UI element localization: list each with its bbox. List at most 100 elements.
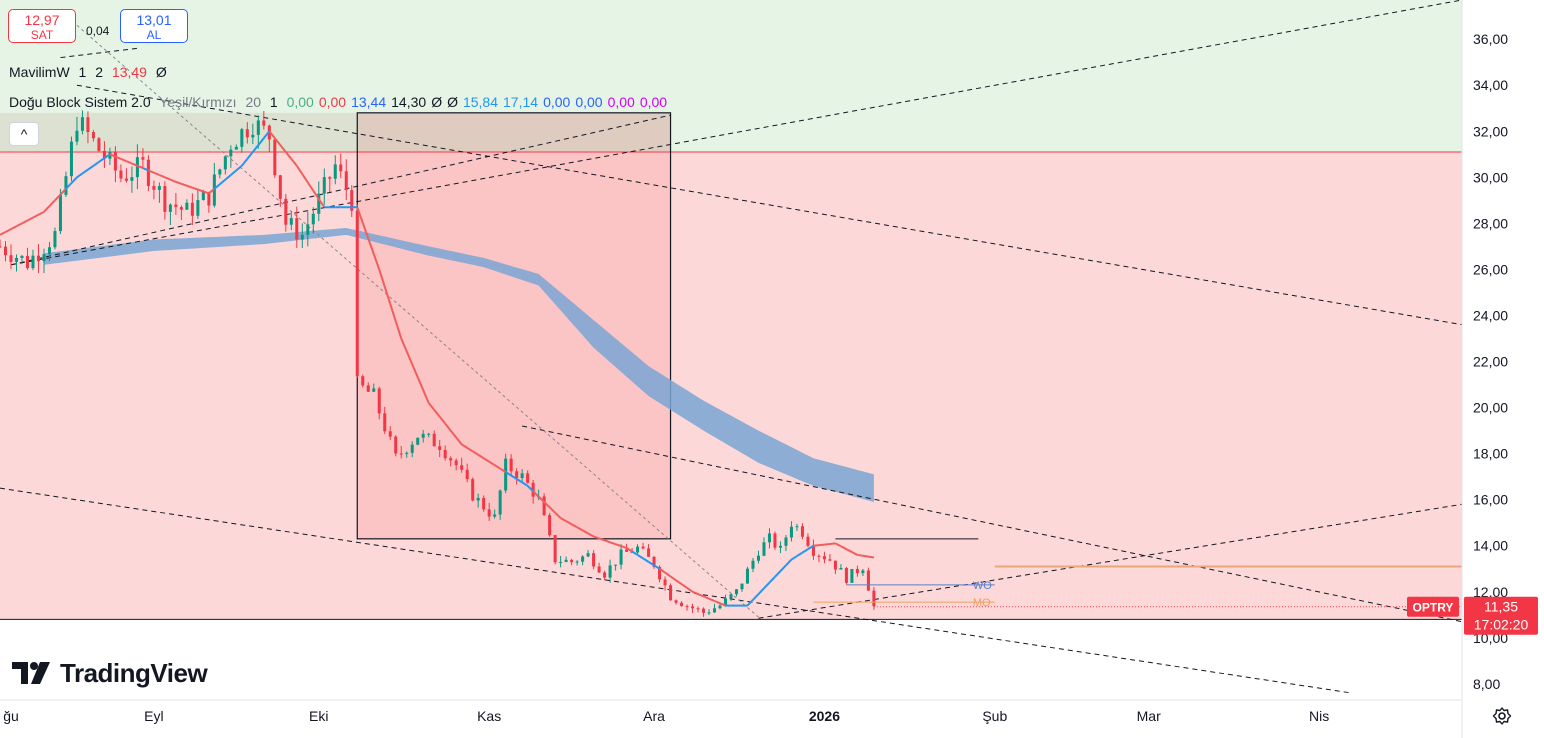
chevron-up-icon: ^ [20, 126, 28, 142]
mavilim-segment [400, 338, 408, 352]
candle-body [515, 471, 519, 479]
mavilim-segment [137, 164, 144, 170]
candle-body [641, 546, 645, 549]
mavilim-segment [653, 564, 661, 570]
last-price-tag [1464, 596, 1538, 635]
diagonal-line [76, 24, 759, 618]
mavilim-segment [532, 490, 540, 498]
trend-line [0, 487, 1353, 694]
mavilim-segment [263, 130, 271, 139]
mavilim-segment [48, 199, 56, 207]
legend-mavilim[interactable]: MavilimW 1 2 13,49 Ø [9, 64, 172, 80]
mavilim-segment [565, 520, 573, 526]
mavilim-segment [257, 137, 265, 146]
zone-green [0, 0, 1462, 152]
level-label: MO [973, 597, 991, 609]
candle-body [855, 568, 859, 574]
candle-body [102, 150, 106, 159]
mavilim-segment [829, 542, 836, 545]
mavilim-segment [615, 543, 622, 548]
time-tick-label: ğu [3, 708, 19, 724]
candle-body [229, 149, 233, 157]
mavilim-segment [763, 581, 771, 590]
mavilim-segment [230, 169, 237, 176]
candle-body [3, 246, 8, 256]
mavilim-segment [120, 157, 127, 163]
indicator-value: 0,00 [286, 94, 314, 110]
candle-body [383, 413, 387, 432]
indicator-value: Ø [447, 94, 458, 110]
indicator-value: 13,49 [111, 64, 147, 80]
candle-body [432, 433, 436, 447]
mavilim-segment [675, 579, 683, 585]
mavilim-segment [576, 526, 584, 532]
candle-body [355, 210, 359, 377]
buy-button[interactable]: 13,01 AL [120, 9, 188, 43]
candle-body [702, 608, 706, 613]
candle-body [564, 559, 568, 562]
time-tick-label: Nis [1309, 708, 1329, 724]
candle-body [388, 431, 392, 437]
mavilim-segment [103, 153, 111, 159]
candle-body [64, 176, 68, 195]
zone-red [0, 151, 1462, 620]
indicator-value: 0,00 [607, 94, 635, 110]
mavilim-segment [824, 543, 831, 546]
mavilim-segment [521, 481, 529, 487]
candle-body [361, 376, 365, 386]
mavilim-segment [505, 471, 512, 477]
legend-dogu-block[interactable]: Doğu Block Sistem 2.0 Yeşil/Kırmızı 20 1… [9, 94, 677, 110]
candle-body [531, 482, 535, 497]
tradingview-logo[interactable]: TradingView [12, 657, 208, 689]
gear-icon[interactable] [1492, 706, 1512, 726]
candle-body [350, 190, 354, 211]
sell-button[interactable]: 12,97 SAT [8, 9, 76, 43]
mavilim-segment [669, 575, 677, 582]
candle-body [80, 117, 84, 131]
candle-body [460, 465, 464, 470]
mavilim-segment [686, 587, 694, 593]
candle-body [712, 608, 717, 613]
candle-body [669, 585, 673, 601]
candle-body [190, 202, 194, 216]
candle-body [311, 213, 315, 225]
collapse-legend-button[interactable]: ^ [9, 122, 39, 146]
mavilim-segment [719, 602, 726, 607]
candle-body [850, 568, 854, 583]
candle-body [9, 255, 13, 262]
candle-body [58, 194, 62, 232]
candle-body [817, 555, 821, 557]
price-tick-label: 22,00 [1473, 354, 1508, 370]
candle-body [262, 120, 266, 126]
candle-body [218, 169, 222, 175]
mavilim-segment [109, 153, 116, 158]
candle-body [526, 473, 530, 483]
price-tick-label: 14,00 [1473, 538, 1508, 554]
mavilim-segment [306, 181, 315, 192]
mavilim-segment [54, 193, 62, 202]
mavilim-segment [59, 188, 67, 196]
mavilim-segment [483, 457, 490, 463]
mavilim-segment [708, 597, 715, 602]
candle-body [773, 533, 777, 548]
mavilim-segment [21, 219, 28, 225]
mavilim-segment [455, 436, 463, 446]
mavilim-segment [0, 231, 6, 236]
candle-body [647, 548, 651, 557]
candle-body [465, 469, 469, 480]
candle-body [756, 555, 760, 561]
candle-body [811, 545, 815, 556]
time-tick-label: Eki [309, 708, 328, 724]
time-tick-label: 2026 [809, 708, 840, 724]
time-tick-label: Şub [982, 708, 1007, 724]
zone-layer [0, 0, 1462, 620]
mavilim-segment [526, 485, 534, 492]
mavilim-segment [746, 599, 754, 607]
indicator-name: Doğu Block Sistem 2.0 [9, 94, 151, 110]
mavilim-segment [241, 158, 249, 167]
candle-body [366, 385, 370, 392]
candle-body [20, 255, 24, 258]
sell-label: SAT [30, 28, 54, 42]
mavilim-segment [697, 593, 704, 598]
